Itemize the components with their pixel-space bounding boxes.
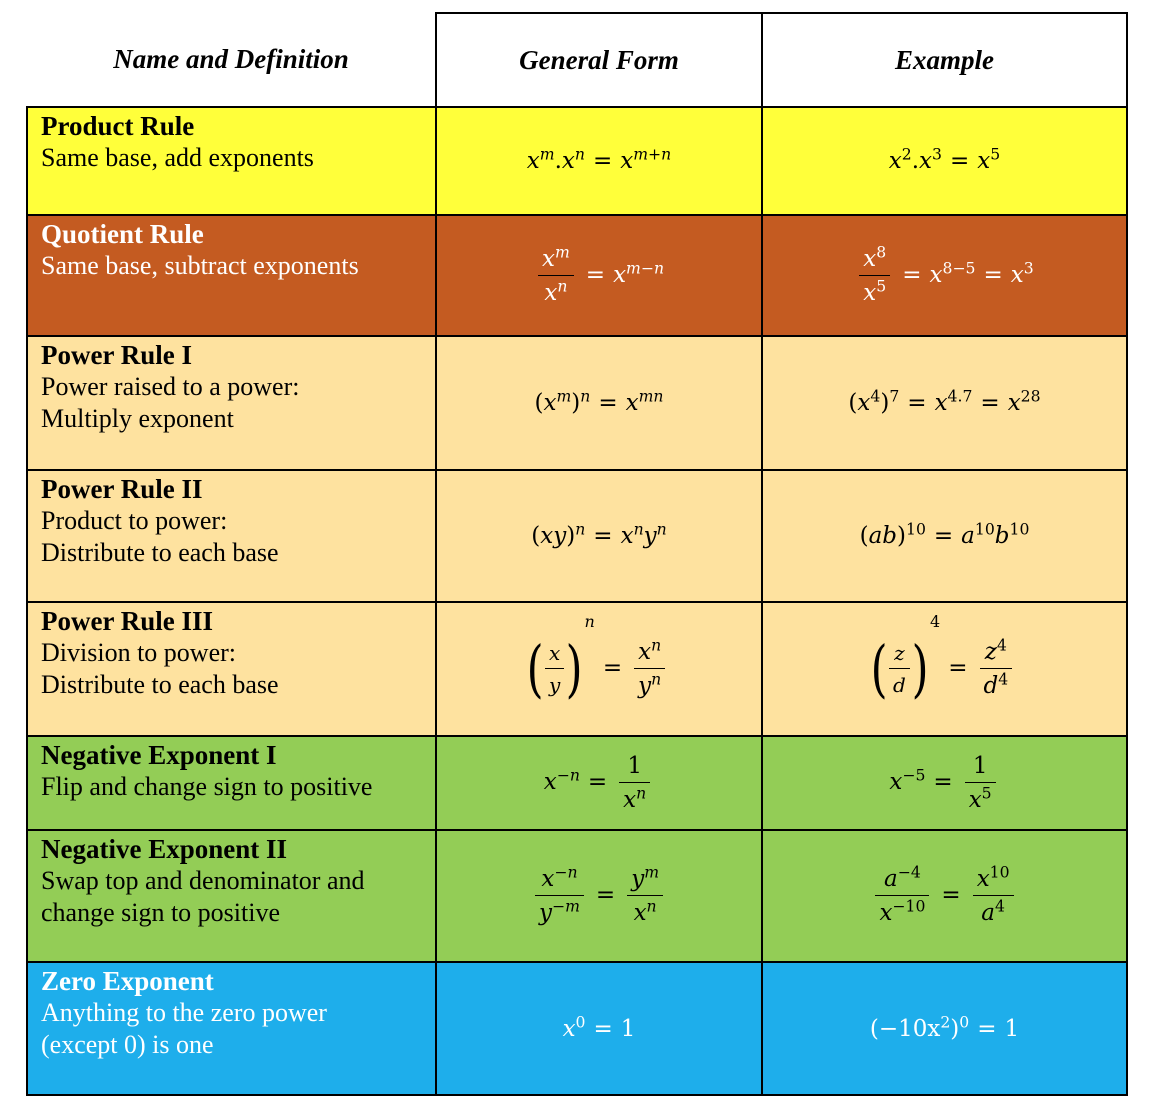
rule-title: Negative Exponent I [41,740,277,770]
row-negative-exponent-1: Negative Exponent I Flip and change sign… [26,735,1128,831]
rule-desc: Flip and change sign to positive [41,772,373,801]
header-example: Example [761,12,1128,108]
header-general-form: General Form [435,12,763,108]
rule-name-cell: Negative Exponent II Swap top and denomi… [26,829,437,963]
rule-desc: Same base, add exponents [41,143,314,172]
rule-desc: (except 0) is one [41,1030,214,1059]
example-cell: (ab)10 = a10b10 [761,469,1128,603]
rule-title: Power Rule I [41,340,192,370]
rule-desc: Product to power: [41,506,228,535]
rule-desc: Same base, subtract exponents [41,251,359,280]
general-form-cell: x0 = 1 [435,961,763,1096]
rule-name-cell: Product Rule Same base, add exponents [26,106,437,216]
rule-title: Power Rule II [41,474,203,504]
general-form-cell: xm.xn = xm+n [435,106,763,216]
general-form-cell: x−n = 1 xn [435,735,763,831]
rule-desc: Anything to the zero power [41,998,327,1027]
row-power-rule-2: Power Rule II Product to power: Distribu… [26,469,1128,603]
rule-title: Product Rule [41,111,195,141]
general-form-cell: (xm)n = xmn [435,335,763,471]
rule-title: Power Rule III [41,606,213,636]
rule-desc: Power raised to a power: [41,372,300,401]
rule-desc: Multiply exponent [41,404,234,433]
row-product-rule: Product Rule Same base, add exponents xm… [26,106,1128,216]
row-negative-exponent-2: Negative Exponent II Swap top and denomi… [26,829,1128,963]
rule-name-cell: Zero Exponent Anything to the zero power… [26,961,437,1096]
exponent-rules-table: Name and Definition General Form Example… [26,12,1128,1096]
rule-desc: Distribute to each base [41,670,279,699]
rule-name-cell: Power Rule I Power raised to a power: Mu… [26,335,437,471]
row-power-rule-3: Power Rule III Division to power: Distri… [26,601,1128,737]
general-form-cell: (xy)n=xnyn [435,469,763,603]
rule-desc: Distribute to each base [41,538,279,567]
rule-name-cell: Quotient Rule Same base, subtract expone… [26,214,437,337]
rule-title: Zero Exponent [41,966,214,996]
rule-name-cell: Power Rule II Product to power: Distribu… [26,469,437,603]
rule-desc: Swap top and denominator and [41,866,365,895]
example-cell: x−5 = 1 x5 [761,735,1128,831]
general-form-cell: x−n y−m = ym xn [435,829,763,963]
row-zero-exponent: Zero Exponent Anything to the zero power… [26,961,1128,1096]
rule-title: Negative Exponent II [41,834,288,864]
header-name-definition: Name and Definition [27,13,437,108]
example-cell: (x4)7 = x4.7 = x28 [761,335,1128,471]
example-cell: (−10x2)0 = 1 [761,961,1128,1096]
rule-name-cell: Negative Exponent I Flip and change sign… [26,735,437,831]
example-cell: a−4 x−10 = x10 a4 [761,829,1128,963]
rule-name-cell: Power Rule III Division to power: Distri… [26,601,437,737]
example-cell: (z d) 4 = z4 d4 [761,601,1128,737]
general-form-cell: xm xn = xm−n [435,214,763,337]
row-quotient-rule: Quotient Rule Same base, subtract expone… [26,214,1128,337]
example-cell: x2.x3 = x5 [761,106,1128,216]
rule-desc: Division to power: [41,638,236,667]
rule-desc: change sign to positive [41,898,281,927]
example-cell: x8 x5 = x8−5 = x3 [761,214,1128,337]
header-row: Name and Definition General Form Example [27,12,1128,108]
row-power-rule-1: Power Rule I Power raised to a power: Mu… [26,335,1128,471]
rule-title: Quotient Rule [41,219,204,249]
